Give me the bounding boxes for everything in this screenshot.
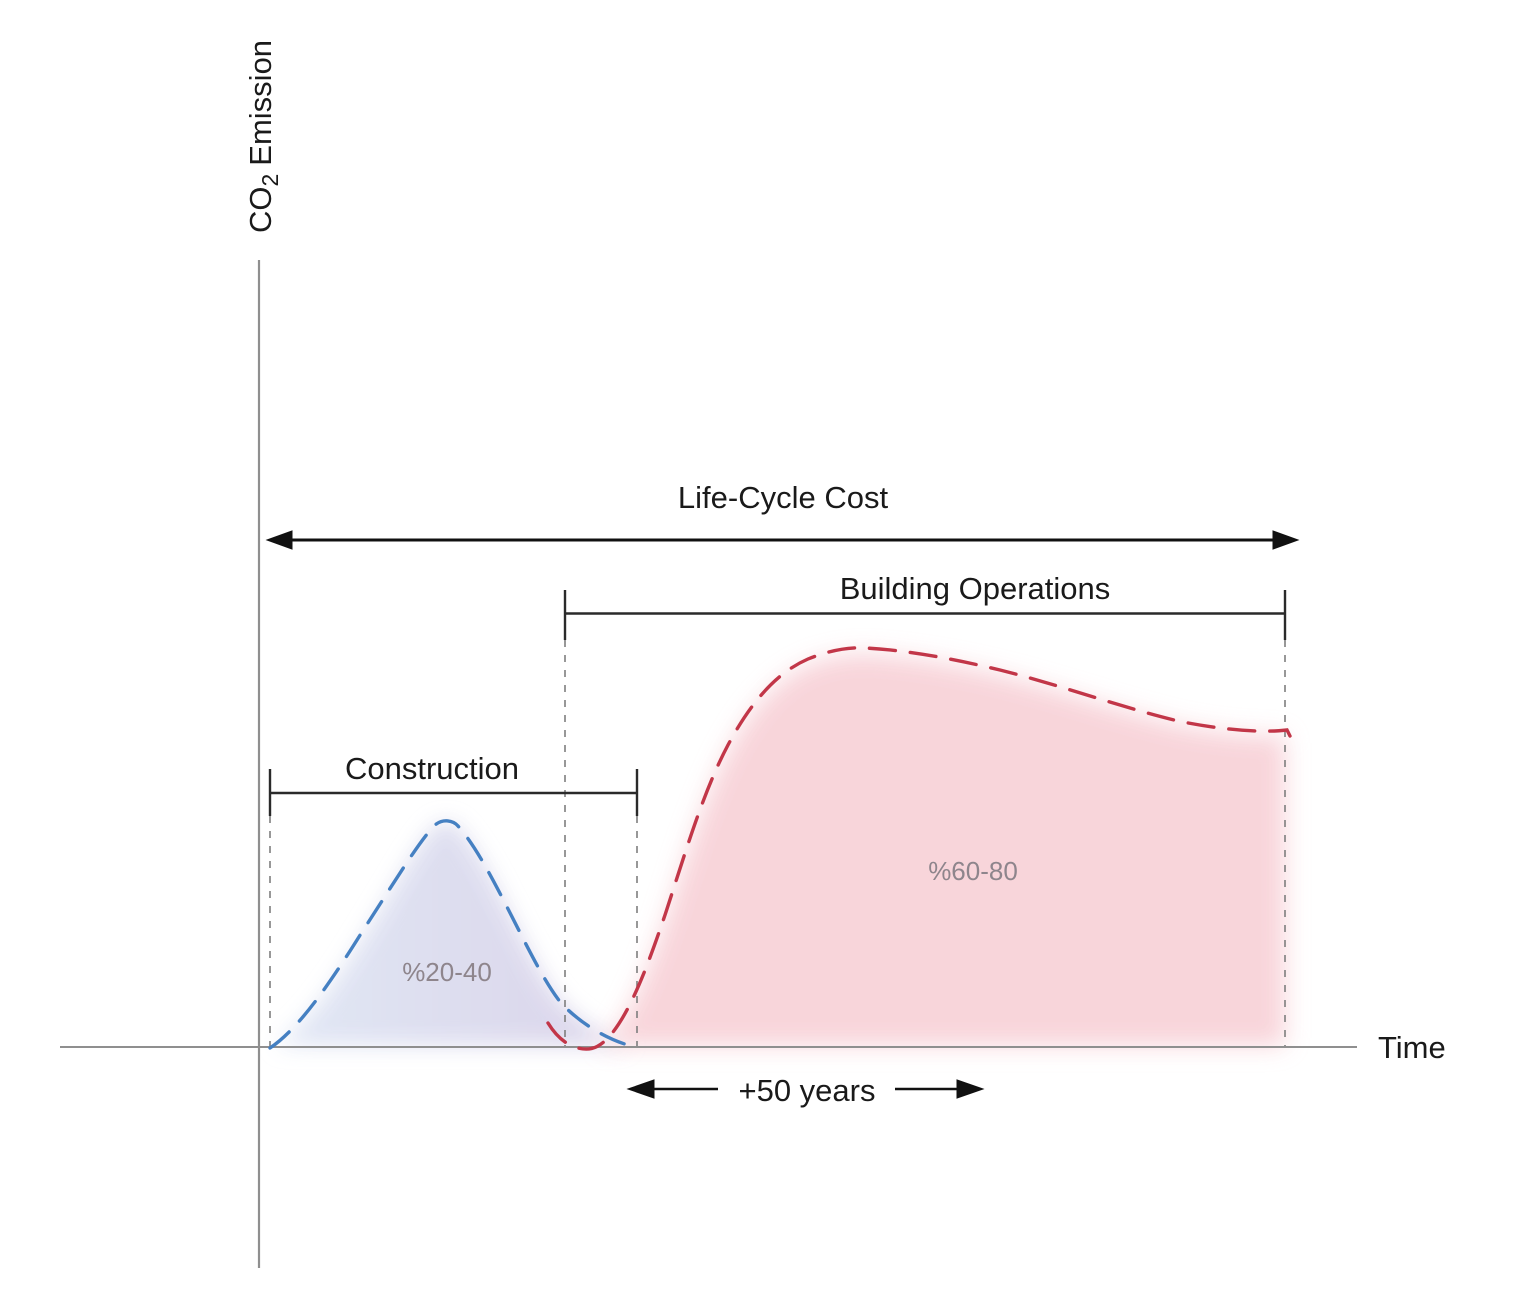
duration-arrows xyxy=(626,1079,985,1099)
life-cycle-label: Life-Cycle Cost xyxy=(678,480,889,515)
building-operations-bracket xyxy=(563,590,1287,640)
building-operations-label: Building Operations xyxy=(840,571,1111,606)
arrowhead-right-icon xyxy=(1272,530,1300,550)
duration-arrowhead-left-icon xyxy=(626,1079,655,1099)
life-cycle-span-arrow xyxy=(265,530,1300,550)
construction-label: Construction xyxy=(345,751,519,786)
operations-emission-area xyxy=(562,653,1285,1047)
construction-emission-area xyxy=(274,821,634,1046)
y-axis-label: CO2Emission xyxy=(243,40,283,233)
construction-bracket xyxy=(268,769,639,816)
x-axis-label: Time xyxy=(1378,1030,1446,1065)
duration-arrowhead-right-icon xyxy=(956,1079,985,1099)
operations-emission-curve xyxy=(546,646,1292,1051)
operations-share-label: %60-80 xyxy=(928,856,1018,886)
construction-emission-curve xyxy=(268,819,637,1050)
arrowhead-left-icon xyxy=(265,530,293,550)
duration-label: +50 years xyxy=(738,1073,875,1108)
construction-share-label: %20-40 xyxy=(402,957,492,987)
